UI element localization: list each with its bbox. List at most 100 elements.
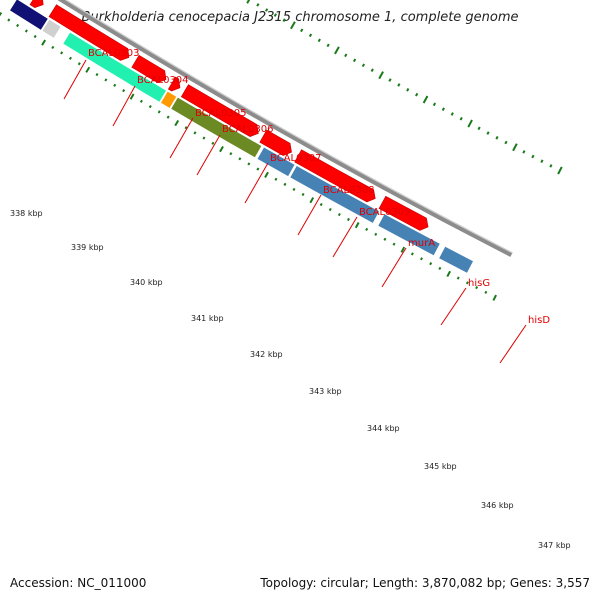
backbone-arc <box>57 0 513 257</box>
tick-mark <box>292 187 296 192</box>
gene-label[interactable]: BCAL0307 <box>270 153 322 164</box>
scale-tick <box>512 143 518 152</box>
tick-mark <box>420 257 423 261</box>
scale-tick <box>422 95 429 104</box>
scale-tick <box>495 135 499 140</box>
scale-tick <box>477 126 481 131</box>
leader-line <box>112 85 136 127</box>
tick-mark <box>429 262 433 266</box>
topology-text: Topology: circular; Length: 3,870,082 bp… <box>260 576 590 590</box>
tick-mark <box>24 29 28 33</box>
scale-tick <box>522 150 526 154</box>
tick-mark <box>438 266 442 271</box>
scale-tick <box>441 107 445 111</box>
scale-tick <box>406 88 410 92</box>
scale-label: 338 kbp <box>10 209 43 218</box>
tick-mark <box>129 93 135 100</box>
gene-bar <box>63 32 167 102</box>
gene-bar <box>290 166 379 223</box>
gene-bar <box>10 0 48 30</box>
cds-arrow <box>167 76 181 92</box>
scale-label: 346 kbp <box>481 501 514 510</box>
tick-mark <box>122 89 126 93</box>
tick-mark <box>465 281 469 285</box>
cds-arrow <box>180 84 259 138</box>
cds-arrow <box>29 0 44 8</box>
tick-mark <box>484 290 488 294</box>
scale-label: 344 kbp <box>367 424 400 433</box>
gene-label[interactable]: BCAL0305 <box>195 108 247 119</box>
gene-bar <box>439 246 473 273</box>
cds-track <box>29 0 429 231</box>
scale-tick <box>326 43 330 48</box>
tick-mark <box>475 286 479 290</box>
scale-tick <box>300 28 304 33</box>
accession-text: Accession: NC_011000 <box>10 576 147 590</box>
gene-bar <box>378 214 440 256</box>
scale-tick <box>282 18 286 22</box>
gene-label[interactable]: murA <box>408 238 435 249</box>
tick-mark <box>264 171 269 178</box>
tick-mark <box>383 237 387 241</box>
scale-tick <box>273 13 278 17</box>
tick-mark <box>51 45 55 50</box>
tick-mark <box>16 23 20 28</box>
tick-mark <box>0 12 3 17</box>
scale-label: 345 kbp <box>424 462 457 471</box>
gene-bar <box>171 97 262 158</box>
tick-mark <box>229 152 233 156</box>
leader-line <box>196 134 221 176</box>
gene-label[interactable]: BCAL0308 <box>323 185 375 196</box>
scale-tick <box>388 78 392 82</box>
tick-mark <box>166 115 170 119</box>
tick-mark <box>238 157 242 161</box>
scale-tick <box>549 164 553 168</box>
leader-line <box>499 324 527 364</box>
scale-tick <box>378 71 384 80</box>
scale-label: 340 kbp <box>130 278 163 287</box>
scale-tick <box>308 33 313 38</box>
scale-label: 347 kbp <box>538 541 571 550</box>
scale-tick <box>432 102 437 107</box>
gene-label[interactable]: BCAL0304 <box>137 75 189 86</box>
backbone-ring <box>57 0 513 257</box>
tick-mark <box>60 51 64 55</box>
tick-mark <box>41 39 47 46</box>
tick-mark <box>346 217 350 222</box>
scale-tick <box>317 38 321 43</box>
tick-mark <box>365 227 369 231</box>
scale-tick <box>557 166 563 175</box>
scale-label: 343 kbp <box>309 387 342 396</box>
tick-marks <box>0 0 563 301</box>
tick-mark <box>174 119 180 127</box>
gene-label[interactable]: hisD <box>528 315 550 326</box>
leader-line <box>332 216 358 258</box>
scale-tick <box>256 3 260 7</box>
scale-label: 339 kbp <box>71 243 104 252</box>
tick-mark <box>337 212 341 217</box>
tick-mark <box>104 78 108 82</box>
tick-mark <box>374 232 378 236</box>
gene-label[interactable]: BCAL0306 <box>222 124 274 135</box>
tick-mark <box>85 66 91 73</box>
leader-line <box>244 162 269 204</box>
scale-tick <box>361 63 366 68</box>
tick-mark <box>157 110 161 114</box>
tick-mark <box>274 177 278 181</box>
scale-tick <box>246 0 251 4</box>
gene-label[interactable]: BCAL0303 <box>88 48 140 59</box>
leader-line <box>297 194 322 236</box>
gene-label[interactable]: BCAL0309 <box>359 207 411 218</box>
scale-tick <box>415 92 419 97</box>
scale-label: 342 kbp <box>250 350 283 359</box>
scale-tick <box>290 21 296 30</box>
scale-tick <box>344 53 348 58</box>
tick-mark <box>309 197 315 204</box>
leader-line <box>440 287 467 326</box>
tick-mark <box>456 276 460 280</box>
gene-label[interactable]: hisG <box>468 278 490 289</box>
tick-mark <box>33 34 37 39</box>
gene-bar <box>257 147 295 177</box>
tick-mark <box>7 18 11 22</box>
map-title: Burkholderia cenocepacia J2315 chromosom… <box>81 10 519 25</box>
